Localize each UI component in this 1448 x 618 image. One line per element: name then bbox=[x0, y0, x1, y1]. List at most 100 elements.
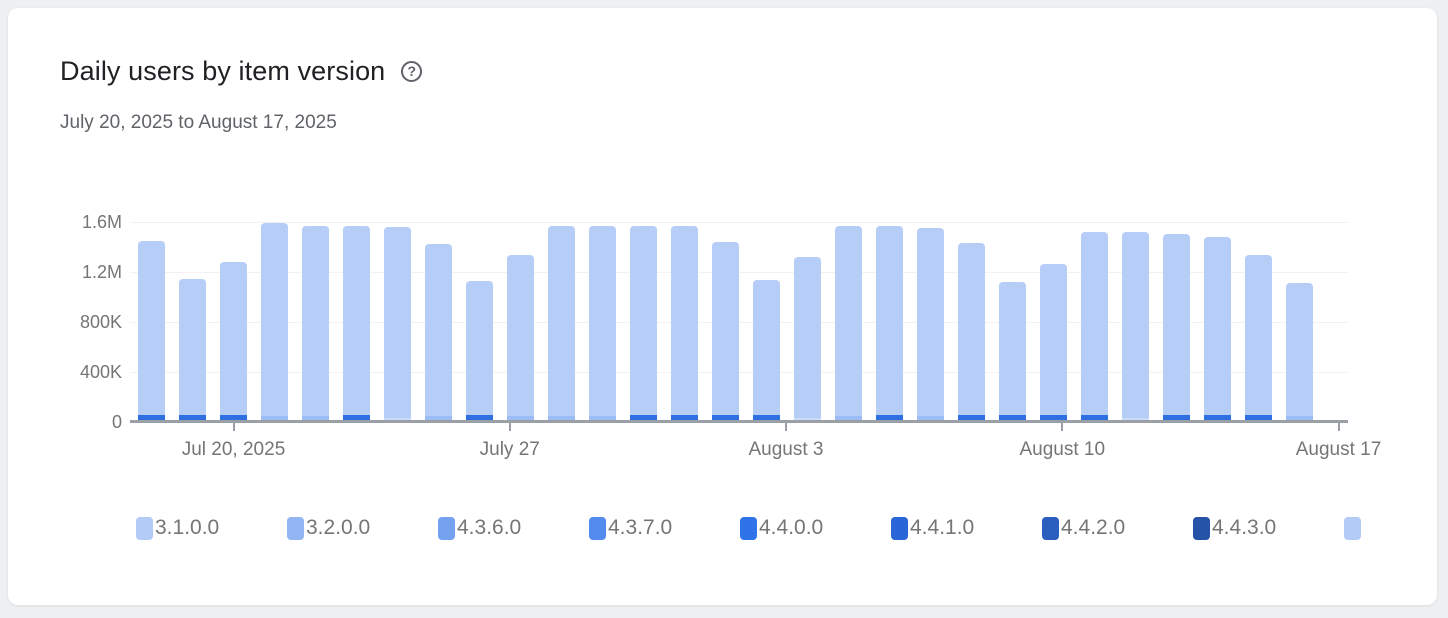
stacked-bar-aug-17[interactable] bbox=[1286, 282, 1313, 420]
x-axis-label: Jul 20, 2025 bbox=[181, 439, 286, 460]
stacked-bar-jul-27[interactable] bbox=[425, 244, 452, 420]
x-axis-label: August 3 bbox=[748, 439, 824, 460]
legend-item-4-4-3-0: 4.4.3.0 bbox=[1193, 516, 1344, 540]
stacked-bar-aug-6[interactable] bbox=[835, 225, 862, 420]
x-axis-tick bbox=[232, 423, 235, 431]
stacked-bar-jul-20[interactable] bbox=[138, 241, 165, 420]
y-axis-label: 400K bbox=[79, 362, 122, 382]
bar-base-segment bbox=[466, 415, 493, 420]
stacked-bar-jul-26[interactable] bbox=[384, 227, 411, 420]
stacked-bar-aug-9[interactable] bbox=[958, 243, 985, 420]
stacked-bar-aug-8[interactable] bbox=[917, 227, 944, 420]
stacked-bar-aug-5[interactable] bbox=[794, 257, 821, 420]
legend-item-4-4-1-0: 4.4.1.0 bbox=[891, 516, 1042, 540]
bar-base-segment bbox=[138, 415, 165, 420]
legend-label: 3.2.0.0 bbox=[306, 516, 371, 539]
y-axis-label: 1.2M bbox=[81, 262, 122, 282]
legend-label: 4.4.2.0 bbox=[1061, 516, 1126, 539]
card-header: Daily users by item version ? bbox=[60, 54, 423, 88]
stacked-bar-aug-10[interactable] bbox=[999, 281, 1026, 420]
stacked-bar-aug-11[interactable] bbox=[1040, 264, 1067, 420]
x-axis-tick bbox=[1337, 423, 1340, 431]
bar-base-segment bbox=[343, 415, 370, 420]
stacked-bar-aug-3[interactable] bbox=[712, 241, 739, 420]
bar-base-segment bbox=[999, 415, 1026, 420]
gridline bbox=[130, 222, 1348, 223]
legend-item-3-1-0-0: 3.1.0.0 bbox=[136, 516, 287, 540]
legend-swatch bbox=[438, 516, 455, 540]
x-axis-tick bbox=[508, 423, 511, 431]
x-axis-tick bbox=[1061, 423, 1064, 431]
stacked-bar-aug-4[interactable] bbox=[753, 279, 780, 420]
bar-base-segment bbox=[384, 417, 411, 420]
bar-base-segment bbox=[1286, 416, 1313, 420]
legend-swatch bbox=[1193, 516, 1210, 540]
legend-swatch bbox=[589, 516, 606, 540]
stacked-bar-jul-24[interactable] bbox=[302, 225, 329, 420]
help-icon[interactable]: ? bbox=[401, 60, 423, 82]
bar-base-segment bbox=[589, 416, 616, 420]
bar-base-segment bbox=[220, 415, 247, 420]
stacked-bar-aug-7[interactable] bbox=[876, 225, 903, 420]
stacked-bar-aug-2[interactable] bbox=[671, 225, 698, 420]
date-range-subtitle: July 20, 2025 to August 17, 2025 bbox=[60, 112, 337, 133]
bar-base-segment bbox=[876, 415, 903, 420]
x-axis-tick bbox=[785, 423, 787, 431]
bar-base-segment bbox=[1081, 415, 1108, 420]
legend-item-unlabeled bbox=[1344, 516, 1361, 540]
bar-base-segment bbox=[179, 415, 206, 420]
gridline bbox=[130, 272, 1348, 273]
bar-base-segment bbox=[507, 416, 534, 420]
bar-base-segment bbox=[1163, 415, 1190, 420]
gridline bbox=[130, 372, 1348, 373]
bar-base-segment bbox=[302, 416, 329, 420]
bar-base-segment bbox=[1040, 415, 1067, 420]
x-axis-label: August 10 bbox=[1019, 439, 1106, 460]
bar-base-segment bbox=[548, 416, 575, 420]
legend-item-4-3-7-0: 4.3.7.0 bbox=[589, 516, 740, 540]
stacked-bar-jul-28[interactable] bbox=[466, 281, 493, 420]
legend-item-4-3-6-0: 4.3.6.0 bbox=[438, 516, 589, 540]
stacked-bar-jul-22[interactable] bbox=[220, 261, 247, 420]
stacked-bar-jul-31[interactable] bbox=[589, 225, 616, 420]
bar-base-segment bbox=[1122, 417, 1149, 420]
stacked-bar-jul-30[interactable] bbox=[548, 225, 575, 420]
legend-swatch bbox=[891, 516, 908, 540]
bar-base-segment bbox=[671, 415, 698, 420]
bar-base-segment bbox=[261, 416, 288, 420]
legend-swatch bbox=[1042, 516, 1059, 540]
gridline bbox=[130, 322, 1348, 323]
bar-base-segment bbox=[958, 415, 985, 420]
legend-swatch bbox=[1344, 516, 1361, 540]
bar-base-segment bbox=[1204, 415, 1231, 420]
stacked-bar-jul-23[interactable] bbox=[261, 223, 288, 420]
stacked-bar-jul-25[interactable] bbox=[343, 225, 370, 420]
bar-base-segment bbox=[917, 416, 944, 420]
chart-legend: 3.1.0.0 3.2.0.0 4.3.6.0 4.3.7.0 4.4.0.0 4.4.1… bbox=[136, 516, 1361, 540]
legend-label: 3.1.0.0 bbox=[155, 516, 220, 539]
stacked-bar-aug-15[interactable] bbox=[1204, 237, 1231, 420]
stacked-bar-jul-21[interactable] bbox=[179, 279, 206, 420]
bar-base-segment bbox=[794, 417, 821, 420]
legend-item-4-4-2-0: 4.4.2.0 bbox=[1042, 516, 1193, 540]
stacked-bar-aug-16[interactable] bbox=[1245, 255, 1272, 420]
legend-label: 4.4.3.0 bbox=[1212, 516, 1277, 539]
legend-item-3-2-0-0: 3.2.0.0 bbox=[287, 516, 438, 540]
stacked-bar-aug-14[interactable] bbox=[1163, 234, 1190, 420]
legend-item-4-4-0-0: 4.4.0.0 bbox=[740, 516, 891, 540]
bar-base-segment bbox=[712, 415, 739, 420]
legend-label: 4.4.1.0 bbox=[910, 516, 975, 539]
legend-label: 4.4.0.0 bbox=[759, 516, 824, 539]
legend-swatch bbox=[740, 516, 757, 540]
stacked-bar-aug-13[interactable] bbox=[1122, 231, 1149, 420]
bar-base-segment bbox=[753, 415, 780, 420]
legend-swatch bbox=[287, 516, 304, 540]
x-axis-label: July 27 bbox=[479, 439, 540, 460]
bar-base-segment bbox=[1245, 415, 1272, 420]
stacked-bar-aug-1[interactable] bbox=[630, 225, 657, 420]
stacked-bar-aug-12[interactable] bbox=[1081, 231, 1108, 420]
legend-swatch bbox=[136, 516, 153, 540]
stacked-bar-jul-29[interactable] bbox=[507, 255, 534, 420]
y-axis-label: 1.6M bbox=[81, 212, 122, 232]
legend-label: 4.3.6.0 bbox=[457, 516, 522, 539]
